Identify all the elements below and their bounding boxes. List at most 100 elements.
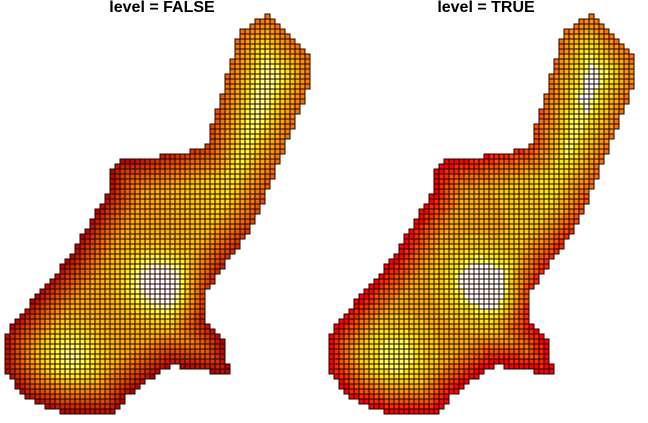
grid-cell — [134, 378, 141, 385]
grid-cell — [169, 298, 176, 305]
grid-cell — [104, 238, 111, 245]
grid-cell — [169, 238, 176, 245]
grid-cell — [164, 333, 171, 340]
grid-cell — [493, 323, 500, 330]
grid-cell — [159, 173, 166, 180]
grid-cell — [443, 283, 450, 290]
grid-cell — [104, 338, 111, 345]
grid-cell — [14, 368, 21, 375]
grid-cell — [229, 213, 236, 220]
grid-cell — [124, 213, 131, 220]
grid-cell — [533, 148, 540, 155]
grid-cell — [548, 113, 555, 120]
grid-cell — [289, 68, 296, 75]
grid-cell — [74, 388, 81, 395]
grid-cell — [259, 108, 266, 115]
grid-cell — [548, 163, 555, 170]
grid-cell — [463, 278, 470, 285]
grid-cell — [34, 368, 41, 375]
grid-cell — [428, 348, 435, 355]
grid-cell — [408, 393, 415, 400]
grid-cell — [598, 38, 605, 45]
grid-cell — [94, 383, 101, 390]
grid-cell — [99, 248, 106, 255]
grid-cell — [264, 143, 271, 150]
grid-cell — [114, 173, 121, 180]
grid-cell — [149, 223, 156, 230]
grid-cell — [264, 68, 271, 75]
grid-cell — [284, 113, 291, 120]
grid-cell — [224, 73, 231, 80]
grid-cell — [468, 338, 475, 345]
grid-cell — [413, 328, 420, 335]
grid-cell — [39, 343, 46, 350]
grid-cell — [563, 98, 570, 105]
grid-cell — [348, 378, 355, 385]
grid-cell — [84, 258, 91, 265]
grid-cell — [34, 338, 41, 345]
grid-cell — [423, 208, 430, 215]
grid-cell — [24, 343, 31, 350]
grid-cell — [189, 258, 196, 265]
grid-cell — [478, 303, 485, 310]
grid-cell — [259, 88, 266, 95]
grid-cell — [493, 313, 500, 320]
grid-cell — [99, 373, 106, 380]
grid-cell — [393, 328, 400, 335]
grid-cell — [124, 168, 131, 175]
grid-cell — [179, 183, 186, 190]
grid-cell — [448, 223, 455, 230]
grid-cell — [134, 173, 141, 180]
grid-cell — [274, 128, 281, 135]
grid-cell — [84, 228, 91, 235]
grid-cell — [578, 168, 585, 175]
grid-cell — [593, 118, 600, 125]
grid-cell — [588, 78, 595, 85]
grid-cell — [254, 133, 261, 140]
grid-cell — [224, 93, 231, 100]
grid-cell — [568, 43, 575, 50]
grid-cell — [433, 338, 440, 345]
grid-cell — [528, 338, 535, 345]
grid-cell — [244, 63, 251, 70]
grid-cell — [403, 273, 410, 280]
grid-cell — [119, 223, 126, 230]
grid-cell — [483, 288, 490, 295]
grid-cell — [543, 338, 550, 345]
grid-cell — [418, 393, 425, 400]
grid-cell — [598, 143, 605, 150]
grid-cell — [104, 378, 111, 385]
grid-cell — [4, 343, 11, 350]
grid-cell — [548, 108, 555, 115]
grid-cell — [583, 193, 590, 200]
grid-cell — [483, 213, 490, 220]
grid-cell — [503, 318, 510, 325]
grid-cell — [249, 153, 256, 160]
grid-cell — [413, 333, 420, 340]
grid-cell — [74, 263, 81, 270]
grid-cell — [54, 283, 61, 290]
panel-title: level = FALSE — [109, 0, 215, 16]
grid-cell — [508, 238, 515, 245]
grid-cell — [239, 183, 246, 190]
grid-cell — [129, 283, 136, 290]
grid-cell — [234, 118, 241, 125]
grid-cell — [413, 293, 420, 300]
grid-cell — [174, 228, 181, 235]
grid-cell — [453, 258, 460, 265]
grid-cell — [54, 333, 61, 340]
grid-cell — [59, 363, 66, 370]
grid-cell — [254, 208, 261, 215]
grid-cell — [583, 123, 590, 130]
grid-cell — [169, 228, 176, 235]
grid-cell — [518, 213, 525, 220]
grid-cell — [448, 178, 455, 185]
grid-cell — [403, 308, 410, 315]
grid-cell — [239, 78, 246, 85]
grid-cell — [523, 293, 530, 300]
grid-cell — [498, 238, 505, 245]
grid-cell — [209, 193, 216, 200]
grid-cell — [553, 128, 560, 135]
grid-cell — [114, 368, 121, 375]
grid-cell — [588, 108, 595, 115]
